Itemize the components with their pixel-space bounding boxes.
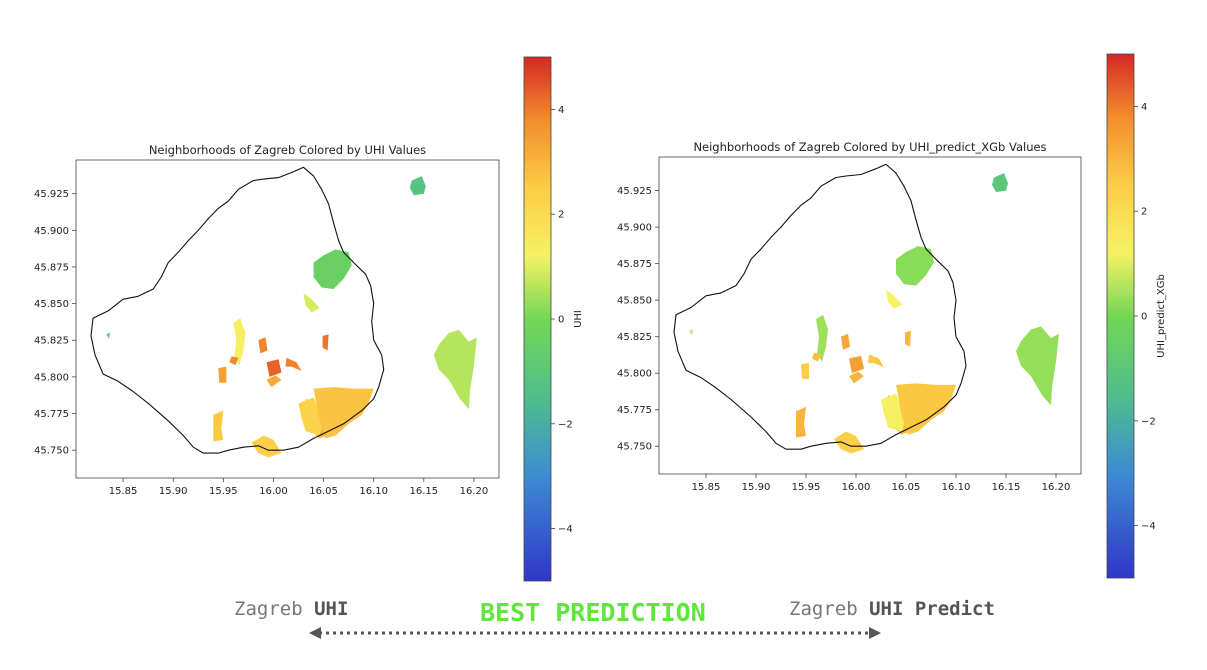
region-northeast-hill: [409, 176, 426, 196]
region-west-small: [689, 329, 693, 336]
y-tick-label: 45.825: [617, 332, 652, 343]
region-north-central: [886, 289, 902, 309]
region-north-central: [303, 293, 320, 313]
colorbar-tick-label: −2: [558, 419, 573, 430]
chart-title: Neighborhoods of Zagreb Colored by UHI V…: [149, 143, 426, 157]
x-tick-label: 16.00: [842, 482, 871, 493]
caption-right-strong: UHI Predict: [869, 598, 995, 620]
y-tick-label: 45.925: [34, 189, 69, 200]
y-tick-label: 45.875: [34, 262, 69, 273]
colorbar-tick-label: 2: [1141, 207, 1147, 218]
region-centre-4: [266, 359, 282, 377]
y-tick-label: 45.850: [34, 299, 69, 310]
axes-frame: [75, 159, 500, 479]
region-west-1: [266, 375, 282, 388]
colorbar-tick-label: 0: [1141, 312, 1147, 323]
region-south-west: [834, 431, 864, 454]
x-tick-label: 16.10: [359, 486, 388, 497]
colorbar-label: UHI_predict_XGb: [1156, 274, 1167, 358]
region-centre-1: [218, 366, 227, 383]
region-east-central: [322, 334, 329, 351]
region-east-outer: [433, 330, 477, 410]
caption-left-strong: UHI: [314, 598, 349, 620]
y-tick-label: 45.875: [617, 259, 652, 270]
y-tick-label: 45.775: [34, 409, 69, 420]
x-tick-label: 16.20: [1042, 482, 1071, 493]
x-tick-label: 16.05: [309, 486, 338, 497]
chart-right: Neighborhoods of Zagreb Colored by UHI_p…: [617, 53, 1167, 579]
caption-right-prefix: Zagreb: [789, 598, 858, 620]
x-tick-label: 15.90: [159, 486, 188, 497]
y-tick-label: 45.800: [34, 372, 69, 383]
y-tick-label: 45.900: [34, 226, 69, 237]
y-tick-label: 45.750: [617, 442, 652, 453]
caption-left-prefix: Zagreb: [234, 598, 303, 620]
caption-left: Zagreb UHI: [234, 598, 348, 620]
region-south-west: [251, 435, 282, 458]
colorbar-label: UHI: [573, 310, 584, 328]
colorbar-tick-label: −2: [1141, 416, 1156, 427]
region-centre-2: [812, 352, 821, 362]
region-centre-5: [868, 354, 884, 368]
region-centre-5: [285, 357, 302, 371]
x-tick-label: 15.85: [109, 486, 138, 497]
y-tick-label: 45.900: [617, 223, 652, 234]
y-tick-label: 45.800: [617, 369, 652, 380]
x-tick-label: 16.20: [460, 486, 489, 497]
region-west-1: [849, 371, 864, 384]
colorbar-tick-label: 4: [558, 105, 564, 116]
region-centre-3: [841, 333, 850, 350]
colorbar-tick-label: 4: [1141, 102, 1147, 113]
colorbar: [523, 56, 552, 582]
colorbar-tick-label: 0: [558, 315, 564, 326]
zagreb-boundary: [90, 166, 385, 454]
region-centre-1: [801, 363, 809, 379]
chart-left: Neighborhoods of Zagreb Colored by UHI V…: [34, 56, 584, 582]
region-central-strip: [233, 318, 246, 366]
region-centre-2: [229, 356, 239, 366]
x-tick-label: 16.05: [892, 482, 921, 493]
region-south-east-2: [313, 387, 374, 439]
x-tick-label: 15.90: [742, 482, 771, 493]
chart-title: Neighborhoods of Zagreb Colored by UHI_p…: [693, 140, 1046, 154]
region-west-small: [106, 332, 111, 339]
y-tick-label: 45.775: [617, 405, 652, 416]
zagreb-boundary: [673, 163, 967, 450]
region-sesvete-north: [896, 246, 934, 286]
colorbar-tick-label: −4: [558, 524, 573, 535]
region-centre-4: [849, 355, 864, 374]
region-east-central: [905, 330, 911, 347]
colorbar: [1106, 53, 1135, 579]
x-tick-label: 15.95: [792, 482, 821, 493]
caption-right: Zagreb UHI Predict: [789, 598, 995, 620]
y-tick-label: 45.825: [34, 336, 69, 347]
region-west-2: [213, 410, 224, 442]
colorbar-tick-label: −4: [1141, 521, 1156, 532]
region-south-east-2: [896, 383, 956, 435]
x-tick-label: 15.85: [692, 482, 721, 493]
y-tick-label: 45.850: [617, 296, 652, 307]
x-tick-label: 16.15: [992, 482, 1021, 493]
region-east-outer: [1016, 326, 1059, 406]
region-central-strip: [816, 314, 828, 362]
x-tick-label: 16.00: [259, 486, 288, 497]
axes-frame: [658, 156, 1082, 475]
x-tick-label: 15.95: [209, 486, 238, 497]
colorbar-tick-label: 2: [558, 210, 564, 221]
double-headed-dotted-arrow-icon: [309, 627, 881, 639]
y-tick-label: 45.750: [34, 446, 69, 457]
region-sesvete-north: [313, 249, 352, 289]
y-tick-label: 45.925: [617, 186, 652, 197]
region-west-2: [796, 406, 806, 438]
region-northeast-hill: [992, 173, 1008, 193]
x-tick-label: 16.15: [410, 486, 439, 497]
x-tick-label: 16.10: [942, 482, 971, 493]
region-centre-3: [258, 337, 268, 354]
best-prediction-label: BEST PREDICTION: [480, 598, 706, 627]
